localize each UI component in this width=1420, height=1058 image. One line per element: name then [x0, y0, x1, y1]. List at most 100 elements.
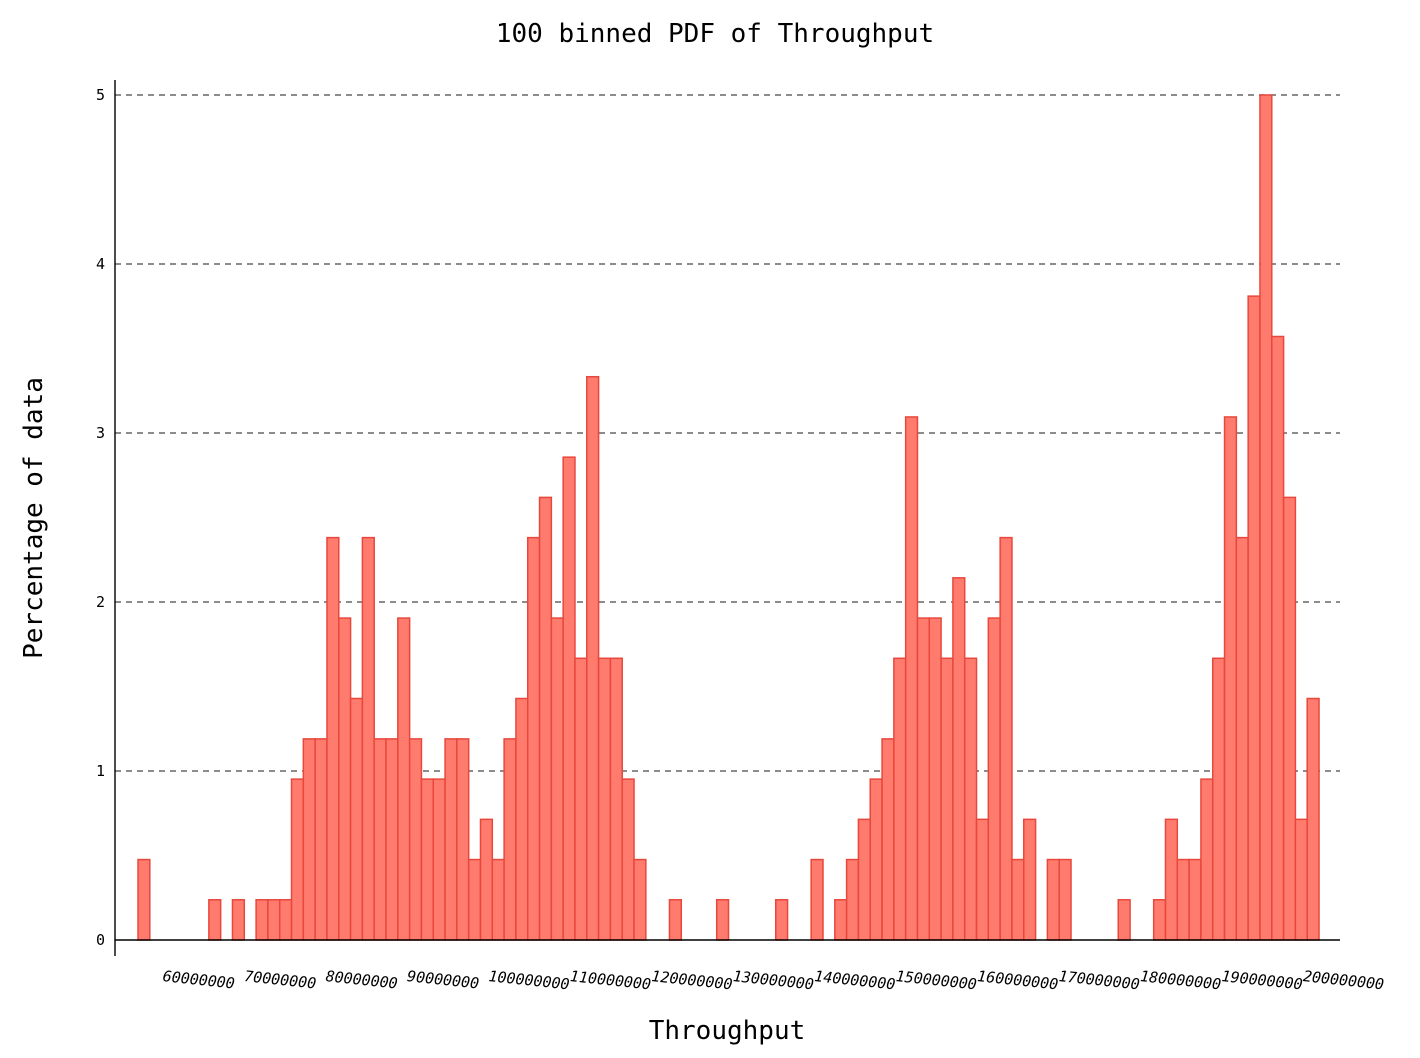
bar-89 [1188, 858, 1202, 941]
bar-74 [1011, 858, 1025, 941]
x-tick-label: 110000000 [569, 967, 652, 993]
bar-69 [952, 577, 966, 941]
bar-78 [1058, 858, 1072, 941]
bar-83 [1117, 899, 1131, 941]
grid-lines [115, 94, 1340, 772]
bar-98 [1294, 818, 1308, 941]
bar-37 [574, 657, 588, 941]
bar-42 [633, 858, 647, 941]
bar-41 [621, 778, 635, 941]
bar-96 [1271, 335, 1285, 941]
bar-64 [893, 657, 907, 941]
bar-90 [1200, 778, 1214, 941]
y-tick-label: 2 [96, 593, 105, 611]
bars [137, 94, 1320, 941]
bar-28 [467, 858, 482, 941]
bar-66 [916, 617, 931, 941]
x-tick-label: 150000000 [895, 967, 978, 993]
bar-14 [302, 738, 316, 941]
x-tick-label: 100000000 [488, 967, 571, 993]
x-tick-label: 190000000 [1221, 967, 1304, 993]
bar-19 [361, 536, 375, 941]
bar-94 [1247, 295, 1261, 941]
x-tick-label: 170000000 [1058, 967, 1141, 993]
bar-86 [1152, 899, 1167, 941]
bar-25 [432, 778, 446, 941]
bar-65 [904, 416, 919, 941]
bar-73 [999, 536, 1013, 941]
bar-75 [1023, 818, 1037, 941]
bar-18 [349, 697, 364, 941]
y-tick-labels: 0 1 2 3 4 5 [96, 86, 105, 949]
bar-87 [1164, 818, 1179, 941]
bar-17 [338, 617, 352, 941]
bar-31 [503, 738, 517, 941]
bar-62 [869, 778, 883, 941]
x-axis-label: Throughput [649, 1016, 806, 1046]
bar-57 [810, 858, 824, 941]
bar-34 [538, 496, 553, 941]
x-tick-label: 180000000 [1139, 967, 1222, 993]
bar-40 [609, 657, 623, 941]
y-tick-label: 1 [96, 762, 105, 780]
x-tick-label: 200000000 [1302, 967, 1385, 993]
bar-21 [385, 738, 399, 941]
bar-95 [1259, 94, 1273, 941]
bar-24 [420, 778, 435, 941]
y-tick-label: 4 [96, 255, 105, 273]
bar-39 [597, 657, 612, 941]
y-tick-label: 5 [96, 86, 105, 104]
bar-12 [278, 899, 293, 941]
bar-20 [373, 738, 387, 941]
bar-92 [1223, 416, 1238, 941]
bar-16 [326, 536, 340, 941]
x-tick-label: 70000000 [243, 967, 317, 992]
bar-27 [456, 738, 470, 941]
bar-26 [444, 738, 458, 941]
bar-49 [715, 899, 730, 941]
x-tick-label: 120000000 [651, 967, 734, 993]
bar-6 [208, 899, 222, 941]
y-tick-label: 3 [96, 424, 105, 442]
x-tick-label: 80000000 [325, 967, 399, 992]
bar-54 [775, 899, 789, 941]
bar-91 [1211, 657, 1226, 941]
bar-68 [940, 657, 954, 941]
x-tick-label: 130000000 [732, 967, 815, 993]
bar-60 [845, 858, 860, 941]
bar-77 [1046, 858, 1060, 941]
bar-11 [267, 899, 281, 941]
x-tick-label: 160000000 [976, 967, 1059, 993]
bar-8 [231, 899, 246, 941]
y-axis-label: Percentage of data [19, 377, 49, 659]
chart-title: 100 binned PDF of Throughput [496, 19, 934, 49]
bar-10 [255, 899, 269, 941]
bar-61 [857, 818, 871, 941]
bar-29 [479, 818, 494, 941]
bar-32 [515, 697, 529, 941]
bar-88 [1176, 858, 1190, 941]
bar-99 [1306, 697, 1320, 941]
bar-22 [397, 617, 411, 941]
bar-33 [526, 536, 541, 941]
bar-63 [881, 738, 895, 941]
bar-45 [668, 899, 683, 941]
bar-93 [1235, 536, 1249, 941]
bar-35 [550, 617, 564, 941]
bar-36 [562, 456, 576, 941]
bar-97 [1282, 496, 1297, 941]
bar-30 [491, 858, 505, 941]
x-tick-label: 60000000 [162, 967, 236, 992]
y-tick-label: 0 [96, 931, 105, 949]
x-tick-label: 140000000 [813, 967, 896, 993]
bar-13 [290, 778, 305, 941]
bar-67 [928, 617, 942, 941]
bar-70 [963, 657, 978, 941]
bar-38 [586, 375, 600, 941]
bar-59 [834, 899, 848, 941]
bar-15 [314, 738, 328, 941]
x-tick-labels: 60000000 70000000 80000000 90000000 10000000… [162, 967, 1385, 993]
bar-72 [987, 617, 1001, 941]
bar-71 [975, 818, 990, 941]
